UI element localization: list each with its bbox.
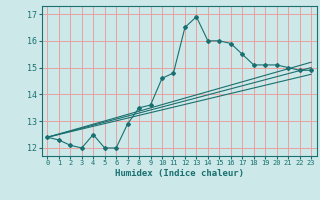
X-axis label: Humidex (Indice chaleur): Humidex (Indice chaleur) [115,169,244,178]
